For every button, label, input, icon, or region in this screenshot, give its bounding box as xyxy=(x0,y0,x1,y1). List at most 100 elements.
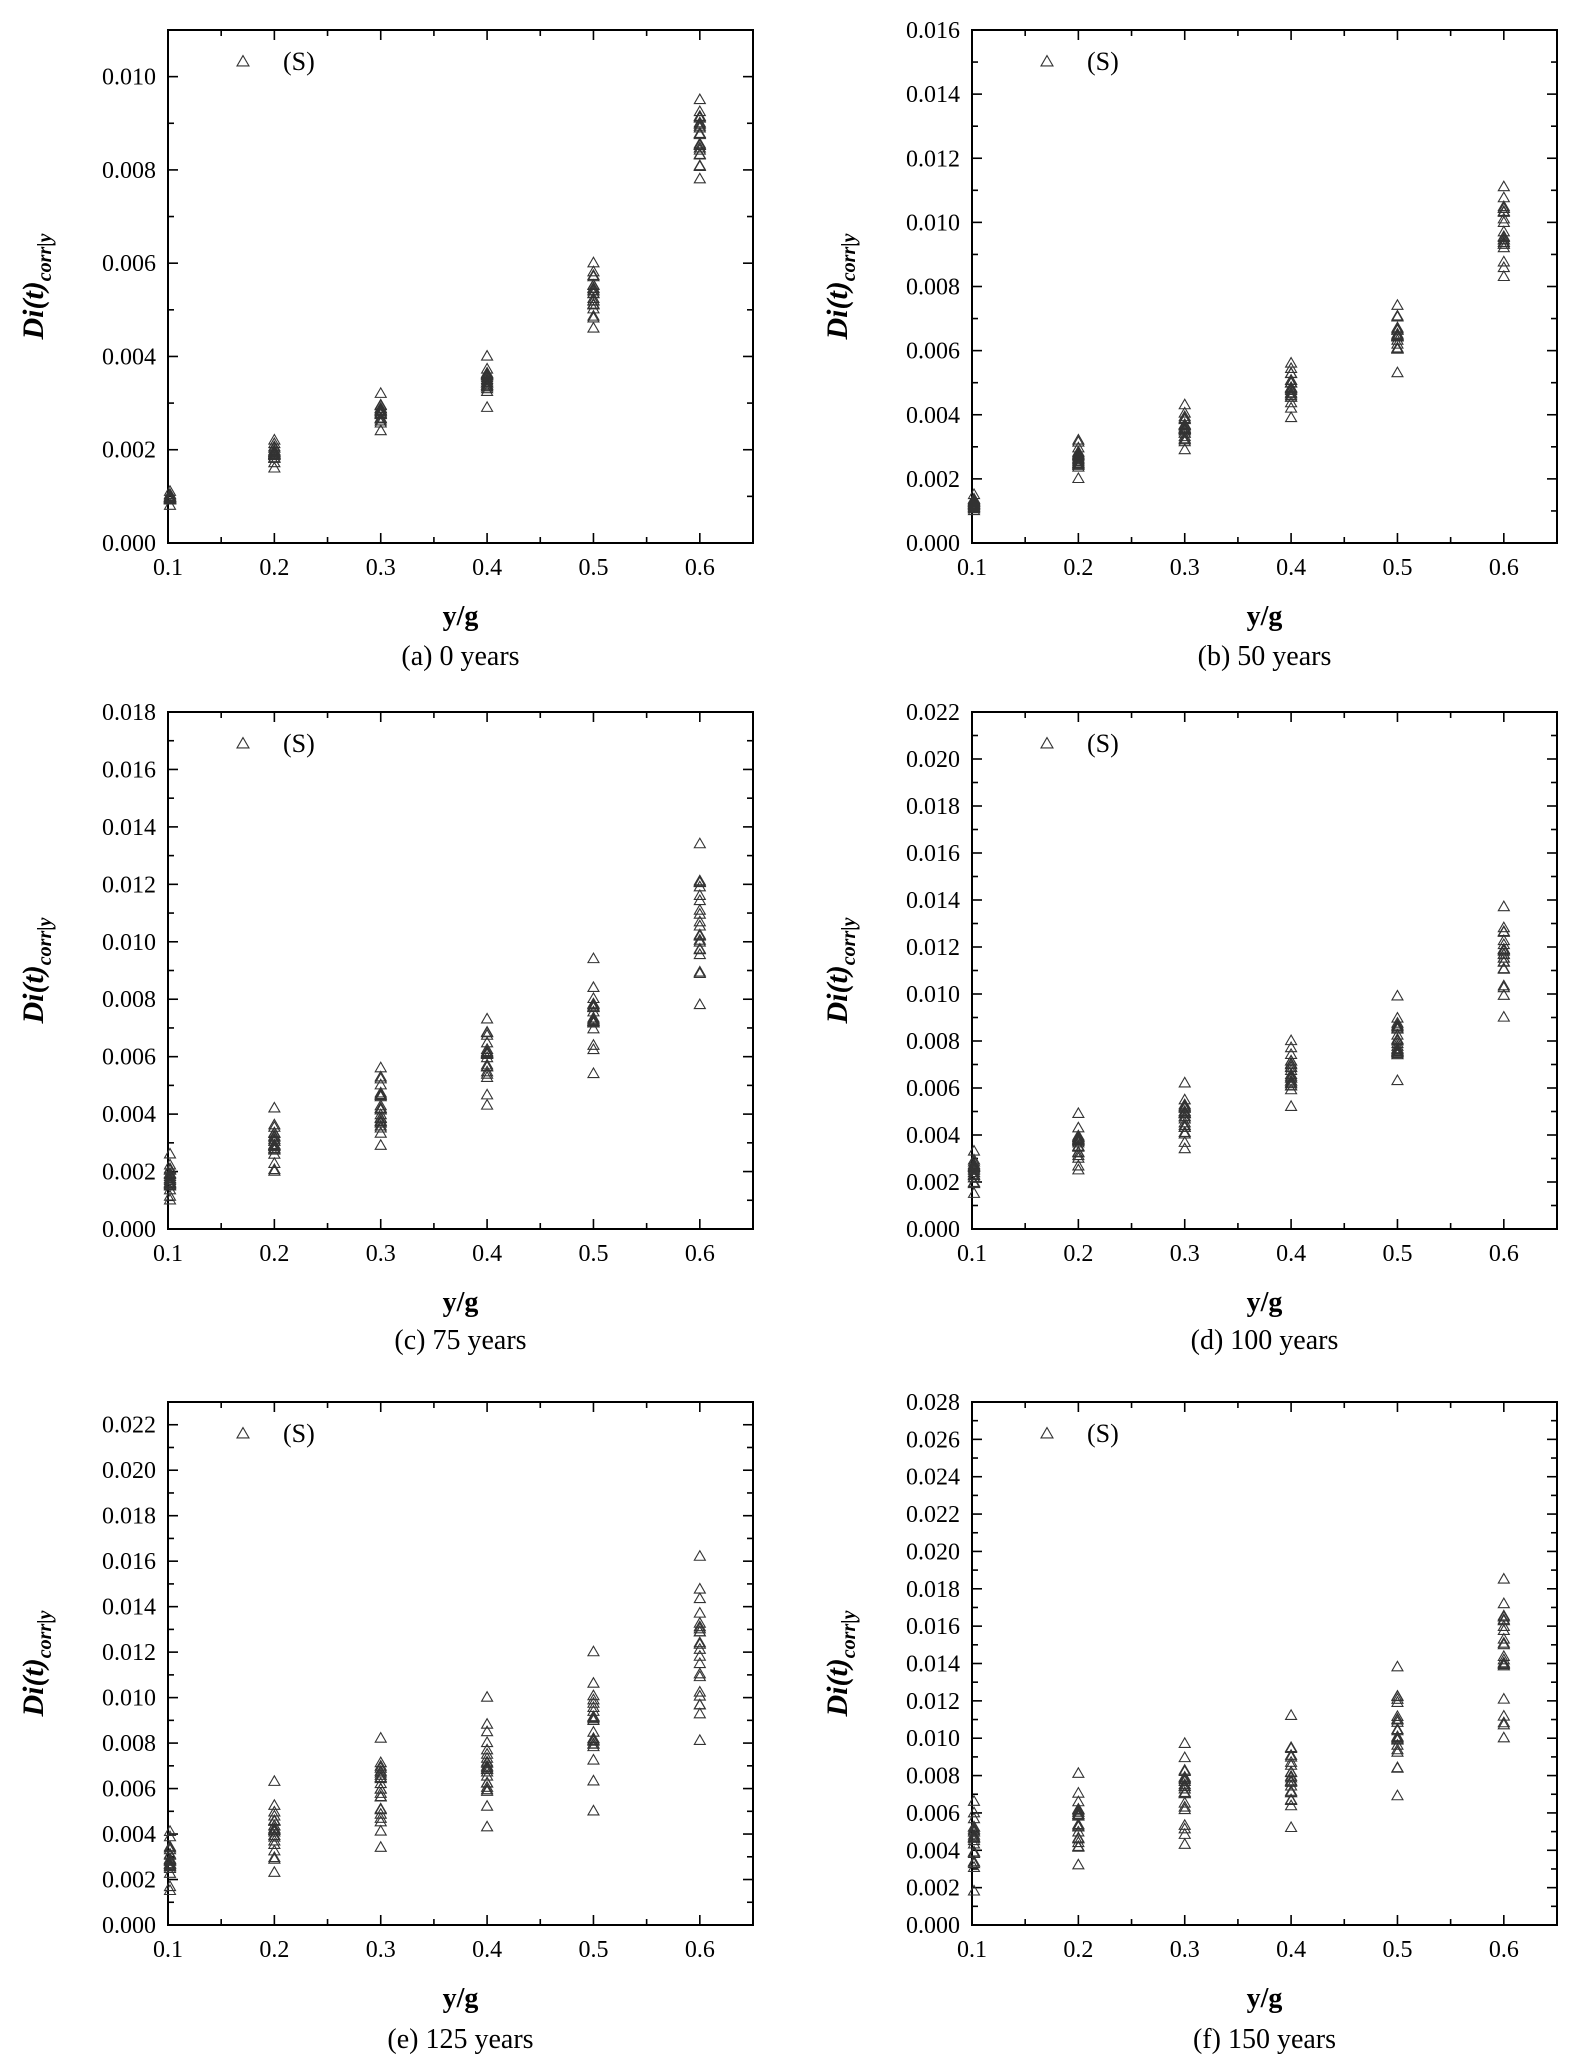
data-point xyxy=(163,1173,177,1185)
data-point xyxy=(1071,1151,1085,1163)
data-point xyxy=(967,1837,981,1849)
data-point xyxy=(967,1856,981,1869)
data-point xyxy=(1497,1636,1511,1648)
data-point xyxy=(693,1698,707,1710)
y-tick-label: 0.010 xyxy=(102,1686,156,1712)
data-point xyxy=(693,966,707,978)
data-point xyxy=(587,321,600,333)
data-point xyxy=(480,378,494,390)
data-point xyxy=(1178,443,1192,455)
data-point xyxy=(1497,1613,1511,1625)
y-tick-label: 0.008 xyxy=(102,987,156,1013)
data-point xyxy=(1178,1787,1192,1799)
data-cluster xyxy=(1178,1736,1192,1849)
y-tick-label: 0.010 xyxy=(102,930,156,956)
data-point xyxy=(693,92,707,105)
data-point xyxy=(480,1747,494,1759)
data-point xyxy=(1178,1751,1192,1763)
data-point xyxy=(480,376,494,388)
data-point xyxy=(1497,229,1511,242)
data-point xyxy=(163,492,177,504)
data-point xyxy=(1390,1738,1404,1750)
x-axis-label: y/g xyxy=(1247,601,1283,632)
data-point xyxy=(480,1690,494,1702)
y-tick-label: 0.006 xyxy=(906,1801,960,1827)
data-point xyxy=(587,1012,600,1024)
data-cluster xyxy=(267,1101,281,1176)
data-point xyxy=(1178,429,1192,442)
data-point xyxy=(374,1115,388,1127)
data-point xyxy=(693,907,707,919)
data-cluster xyxy=(267,1774,281,1877)
data-point xyxy=(693,1649,707,1661)
data-point xyxy=(1071,441,1085,453)
y-tick-label: 0.022 xyxy=(102,1413,156,1439)
panel-caption: (a) 0 years xyxy=(401,641,519,672)
data-point xyxy=(1284,1057,1298,1069)
data-point xyxy=(587,278,600,291)
data-point xyxy=(693,1670,707,1682)
data-point xyxy=(1284,1771,1298,1783)
y-tick-label: 0.014 xyxy=(906,1652,960,1678)
data-point xyxy=(1497,1731,1511,1743)
data-point xyxy=(587,952,600,964)
data-point xyxy=(693,874,707,886)
data-point xyxy=(967,1162,981,1174)
data-point xyxy=(1071,452,1085,464)
data-point xyxy=(267,1834,281,1846)
y-axis-label: Di(t)corr|y xyxy=(17,917,56,1024)
plot-frame xyxy=(971,1401,1558,1926)
data-point xyxy=(1390,1044,1404,1056)
data-point xyxy=(163,490,177,503)
x-tick-label: 0.5 xyxy=(1382,1241,1412,1267)
legend-marker xyxy=(236,1426,250,1439)
data-cluster xyxy=(1497,1572,1511,1743)
data-point xyxy=(1497,237,1511,249)
data-point xyxy=(587,297,600,309)
data-point xyxy=(1497,1692,1511,1704)
data-point xyxy=(967,1855,981,1867)
data-point xyxy=(1284,1793,1298,1805)
data-point xyxy=(480,1067,494,1079)
data-point xyxy=(1178,1802,1192,1815)
data-point xyxy=(1284,1740,1298,1753)
data-point xyxy=(1071,1134,1085,1146)
data-point xyxy=(163,1841,177,1853)
plot-frame xyxy=(971,711,1558,1230)
data-point xyxy=(480,374,494,386)
data-point xyxy=(1178,1142,1192,1154)
data-cluster xyxy=(967,1144,981,1198)
data-point xyxy=(480,1780,494,1792)
data-point xyxy=(587,1038,600,1050)
data-point xyxy=(267,1132,281,1144)
x-tick-label: 0.5 xyxy=(578,1937,608,1963)
data-point xyxy=(267,1162,281,1175)
data-point xyxy=(374,1072,388,1084)
data-point xyxy=(374,404,388,416)
y-tick-label: 0.002 xyxy=(102,1160,156,1186)
data-cluster xyxy=(967,487,981,516)
data-cluster xyxy=(374,1731,388,1852)
data-point xyxy=(587,309,600,321)
data-point xyxy=(587,1689,600,1701)
y-tick-label: 0.002 xyxy=(102,438,156,464)
y-tick-label: 0.006 xyxy=(906,339,960,365)
x-tick-label: 0.6 xyxy=(1489,1241,1519,1267)
data-point xyxy=(587,294,600,306)
y-tick-label: 0.002 xyxy=(906,1170,960,1196)
legend-label: (S) xyxy=(1087,47,1119,76)
data-point xyxy=(374,411,388,423)
chart-b: 0.1 0.2 0.3 0.4 0.5 0.6 0.000 0.002 0.004 0.006 0.… xyxy=(821,18,1558,672)
legend-label: (S) xyxy=(283,729,315,758)
data-point xyxy=(163,488,177,500)
data-point xyxy=(967,1824,981,1836)
data-point xyxy=(1284,388,1298,401)
data-point xyxy=(480,1769,494,1781)
data-point xyxy=(693,1591,707,1604)
data-point xyxy=(267,1126,281,1139)
y-tick-label: 0.008 xyxy=(102,158,156,184)
data-point xyxy=(587,1011,600,1023)
data-point xyxy=(1178,1107,1192,1119)
y-tick-label: 0.006 xyxy=(906,1076,960,1102)
data-point xyxy=(374,1824,388,1836)
